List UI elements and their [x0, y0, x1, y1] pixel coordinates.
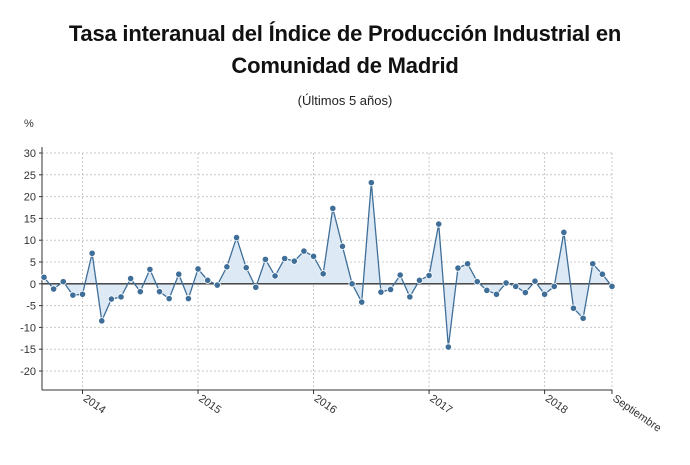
y-tick-label: 30	[24, 148, 36, 160]
x-tick-label: 2014	[81, 393, 108, 417]
data-point	[78, 290, 87, 298]
data-point	[127, 274, 135, 283]
data-point	[184, 295, 193, 303]
y-tick-label: -5	[26, 301, 36, 313]
data-point	[579, 314, 587, 322]
data-point	[136, 288, 144, 296]
data-point	[512, 282, 520, 291]
data-point	[454, 264, 462, 272]
data-point	[165, 295, 173, 303]
data-point	[146, 265, 154, 274]
data-point	[608, 282, 616, 291]
series-area	[44, 182, 612, 348]
data-point	[598, 270, 606, 278]
data-point	[521, 288, 529, 297]
data-point	[261, 255, 270, 263]
data-point	[59, 278, 67, 286]
data-point	[560, 228, 568, 236]
y-tick-label: 25	[24, 170, 36, 182]
chart-title: Tasa interanual del Índice de Producción…	[68, 21, 622, 78]
data-point	[50, 285, 58, 293]
data-point	[386, 285, 395, 294]
data-point	[194, 265, 202, 273]
y-tick-label: 10	[24, 235, 36, 247]
data-point	[425, 271, 433, 280]
data-point	[338, 242, 347, 250]
data-point	[435, 220, 443, 228]
data-point	[589, 260, 597, 268]
data-point	[40, 273, 48, 281]
data-point	[252, 283, 260, 291]
data-point	[204, 276, 212, 284]
data-point	[309, 252, 318, 260]
data-point	[69, 291, 77, 299]
data-point	[281, 254, 289, 263]
y-tick-label: 15	[24, 213, 36, 225]
y-tick-label: 5	[30, 257, 36, 269]
data-point	[88, 249, 96, 257]
data-point	[463, 260, 472, 268]
data-point	[117, 293, 125, 301]
y-tick-label: 0	[30, 279, 36, 291]
y-tick-label: -20	[20, 366, 36, 378]
data-point	[271, 272, 279, 280]
data-point	[223, 263, 231, 271]
y-tick-label: -15	[20, 344, 36, 356]
x-tick-label: 2015	[196, 393, 223, 417]
data-point	[415, 276, 424, 284]
data-point	[377, 288, 385, 296]
data-point	[550, 282, 558, 291]
data-point	[492, 290, 501, 298]
data-point	[483, 286, 491, 294]
data-point	[175, 270, 183, 278]
chart-subtitle: (Últimos 5 años)	[297, 93, 393, 108]
data-point	[396, 271, 404, 279]
data-point	[290, 257, 298, 265]
data-point	[473, 278, 481, 286]
data-point	[155, 288, 164, 296]
data-point	[444, 343, 452, 351]
data-point	[242, 264, 250, 272]
data-points	[40, 179, 616, 351]
y-axis-unit-label: %	[24, 118, 34, 130]
data-point	[213, 281, 221, 289]
x-tick-label: Septiembre	[610, 393, 663, 435]
x-tick-label: 2018	[543, 393, 570, 417]
x-tick-label: 2017	[427, 393, 454, 417]
data-point	[406, 293, 414, 301]
data-point	[367, 179, 375, 187]
data-point	[232, 233, 241, 242]
data-point	[502, 279, 510, 287]
data-point	[107, 295, 115, 303]
data-point	[569, 304, 578, 312]
data-point	[541, 290, 549, 298]
data-point	[358, 298, 366, 306]
data-point	[329, 204, 337, 212]
area-fill	[44, 182, 612, 348]
y-tick-label: 20	[24, 192, 36, 204]
data-point	[300, 247, 308, 255]
data-point	[348, 280, 356, 288]
x-tick-label: 2016	[312, 393, 339, 417]
data-point	[319, 270, 327, 278]
y-tick-label: -10	[20, 322, 36, 334]
data-point	[531, 277, 539, 285]
data-point	[98, 317, 106, 325]
